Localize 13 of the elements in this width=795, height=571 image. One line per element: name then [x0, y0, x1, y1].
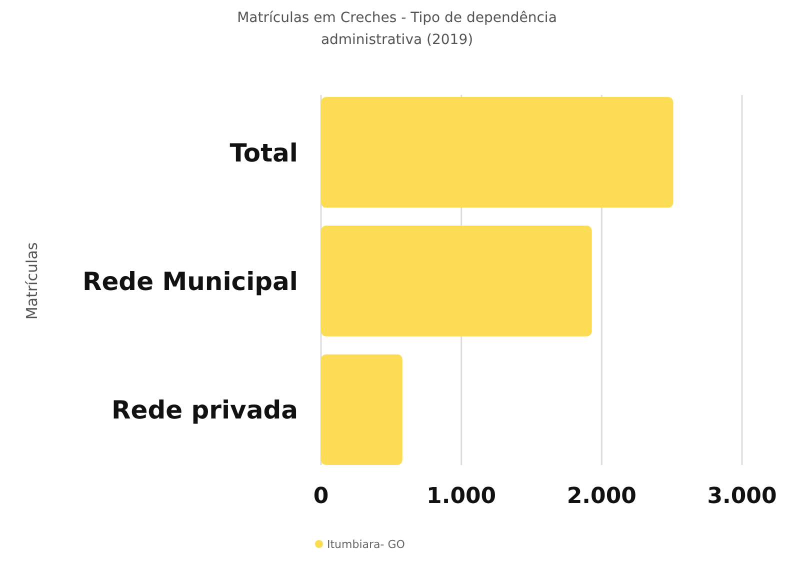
x-tick-label: 1.000 — [426, 484, 496, 509]
y-tick-label: Rede privada — [112, 396, 298, 425]
y-tick-label: Total — [230, 138, 298, 168]
y-tick-label: Rede Municipal — [82, 267, 298, 296]
x-tick-label: 2.000 — [566, 484, 636, 509]
x-tick-label: 0 — [313, 484, 329, 509]
bar — [321, 226, 592, 336]
chart-title: Matrículas em Creches - Tipo de dependência administrativa (2019) — [237, 10, 557, 48]
bar — [321, 354, 402, 465]
y-axis-title: Matrículas — [23, 242, 41, 320]
x-tick-label: 3.000 — [707, 484, 777, 509]
bar — [321, 97, 674, 208]
legend-label: Itumbiara- GO — [327, 538, 406, 551]
